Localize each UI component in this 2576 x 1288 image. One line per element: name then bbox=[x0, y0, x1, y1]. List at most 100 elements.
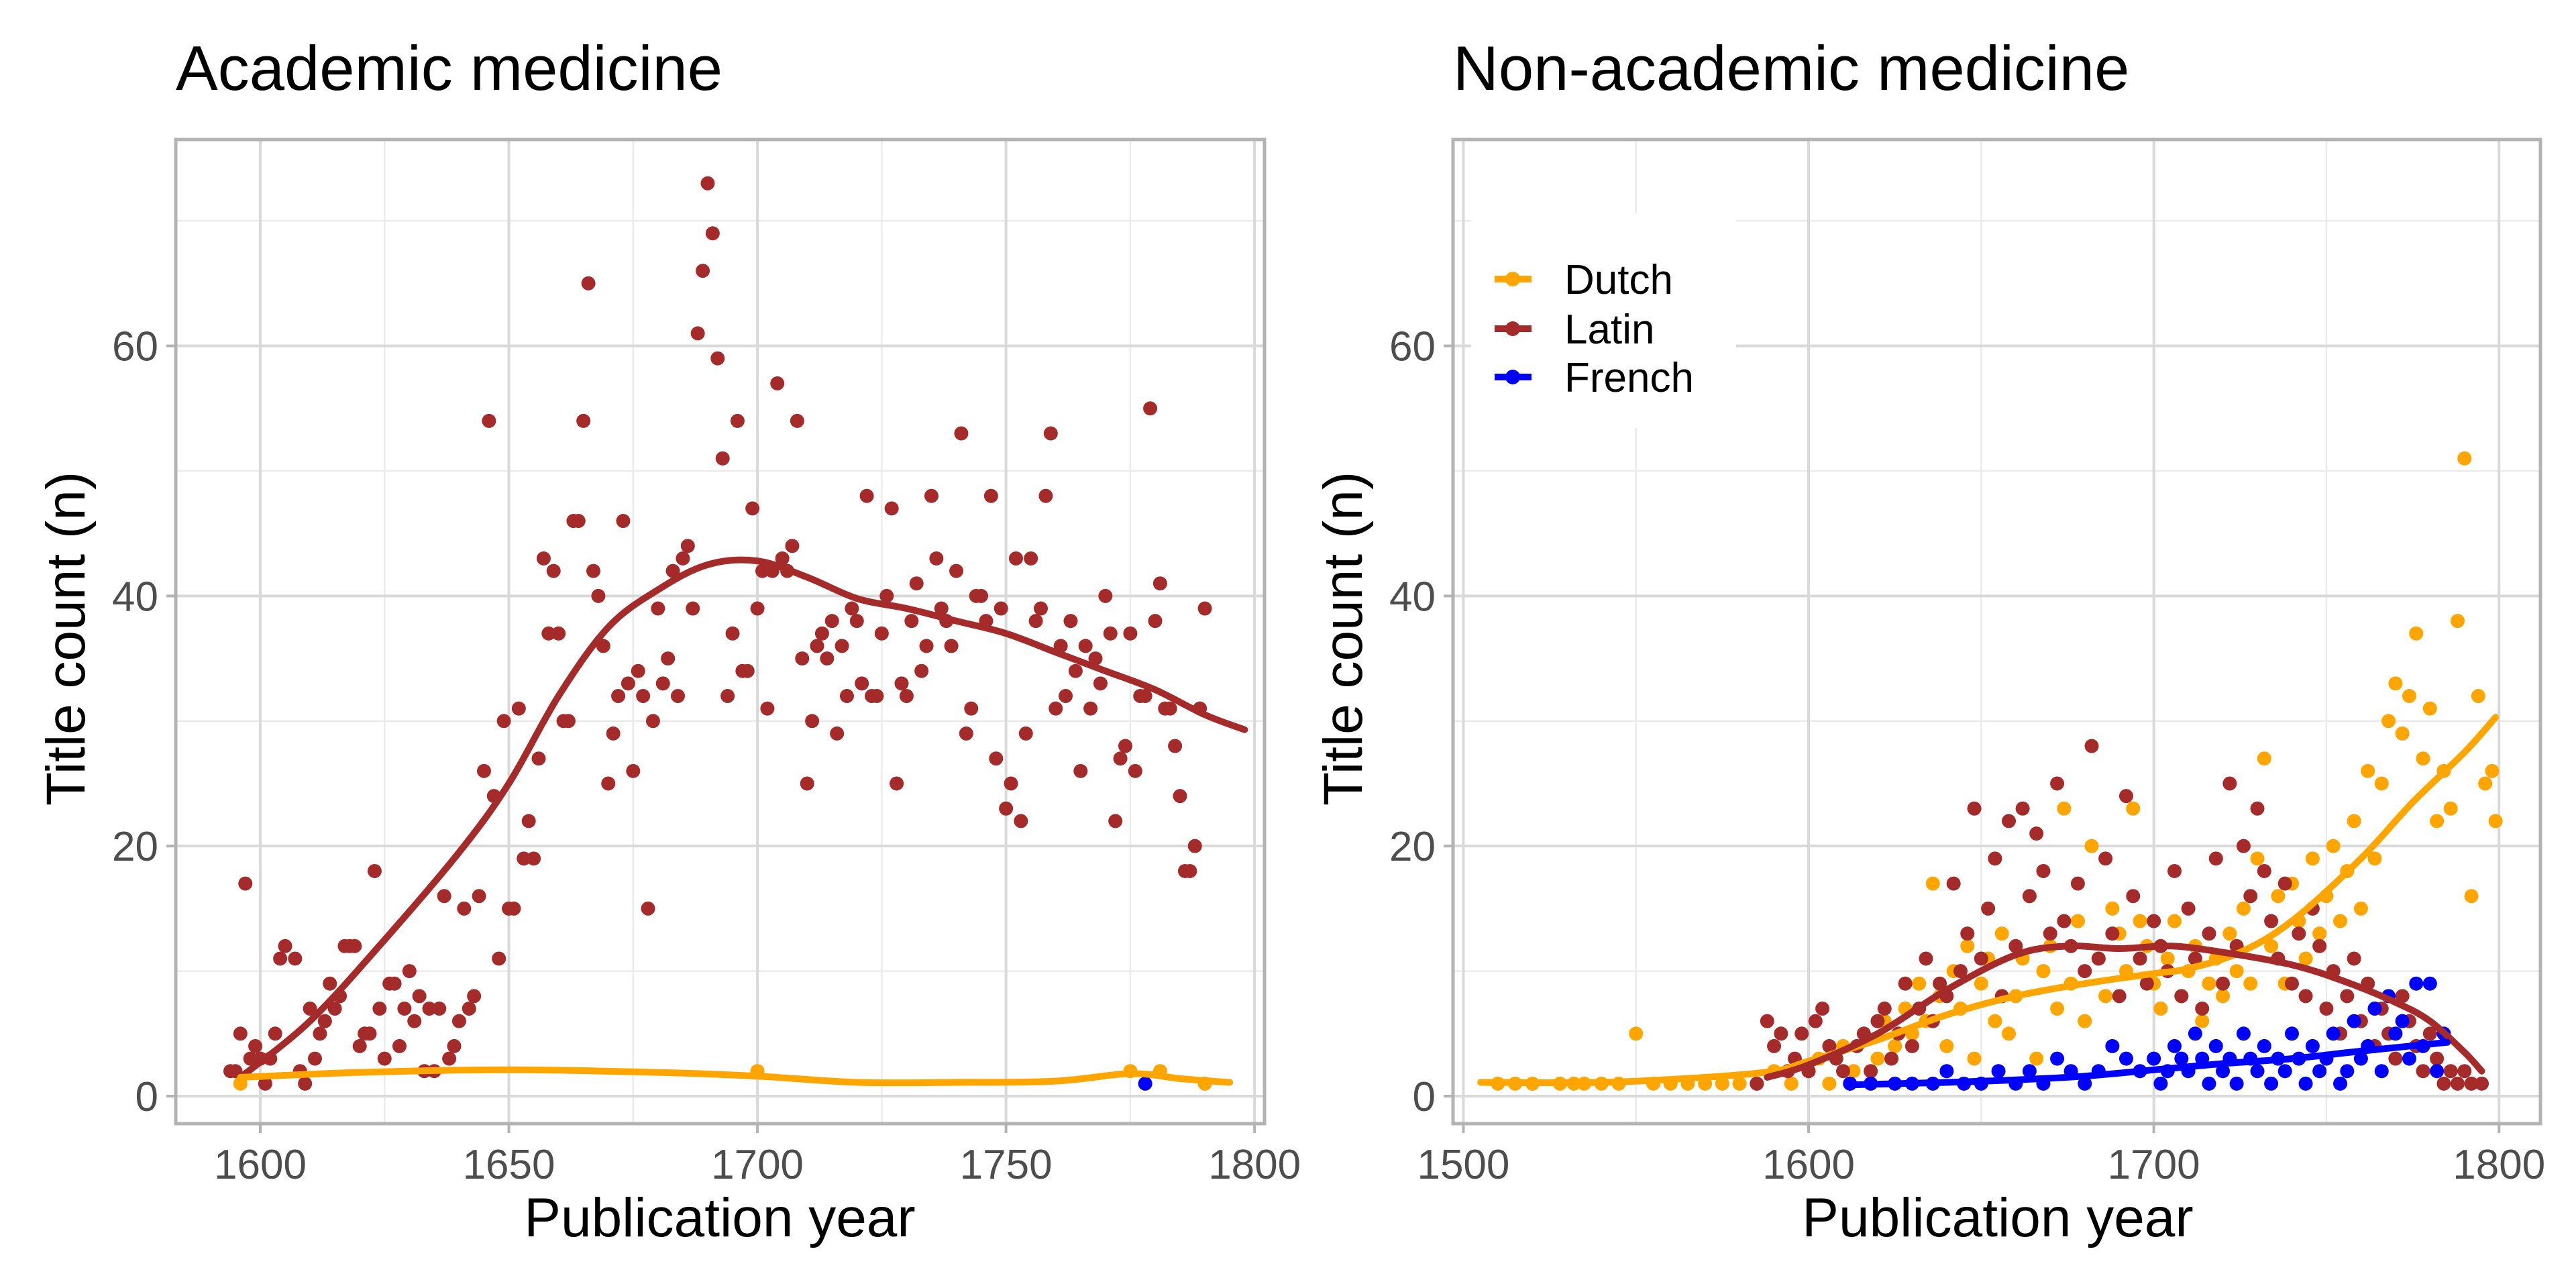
data-point-latin bbox=[750, 601, 765, 616]
data-point-dutch bbox=[1629, 1026, 1644, 1041]
data-point-latin bbox=[755, 564, 769, 578]
data-point-latin bbox=[2098, 851, 2113, 866]
y-tick-label: 60 bbox=[1389, 324, 1436, 370]
data-point-french bbox=[2216, 1064, 2231, 1079]
data-point-latin bbox=[661, 651, 676, 666]
data-point-latin bbox=[2195, 1002, 2210, 1016]
data-point-dutch bbox=[2450, 614, 2465, 629]
data-point-latin bbox=[402, 964, 417, 979]
smooth-line-latin bbox=[237, 556, 1248, 1081]
data-point-dutch bbox=[1846, 1064, 1861, 1079]
data-point-latin bbox=[2147, 914, 2161, 928]
x-tick-label: 1600 bbox=[214, 1142, 307, 1188]
ticks-non-academic: 1500 1600 1700 1800 0 20 40 60 bbox=[1389, 324, 2545, 1188]
data-point-latin bbox=[2036, 863, 2051, 878]
data-point-latin bbox=[531, 751, 546, 766]
data-point-dutch bbox=[2050, 1002, 2065, 1016]
data-point-latin bbox=[904, 614, 919, 629]
data-point-french bbox=[2229, 1076, 2244, 1091]
smooth-lines-academic bbox=[237, 556, 1248, 1087]
legend-label-dutch: Dutch bbox=[1564, 257, 1673, 303]
data-point-latin bbox=[1063, 614, 1078, 629]
data-point-french bbox=[2118, 1051, 2133, 1066]
data-point-latin bbox=[2347, 951, 2361, 966]
data-point-latin bbox=[2216, 976, 2231, 991]
data-point-dutch bbox=[2029, 1051, 2044, 1066]
data-point-latin bbox=[2388, 1051, 2403, 1066]
data-point-latin bbox=[2298, 989, 2313, 1004]
data-point-latin bbox=[1152, 576, 1167, 591]
data-point-latin bbox=[2430, 1051, 2445, 1066]
data-point-dutch bbox=[2002, 1026, 2017, 1041]
data-point-latin bbox=[317, 1014, 332, 1028]
data-point-latin bbox=[1898, 976, 1913, 991]
data-point-latin bbox=[869, 688, 884, 703]
legend-background bbox=[1471, 213, 1736, 428]
data-point-dutch bbox=[1732, 1076, 1747, 1091]
data-point-dutch bbox=[1870, 1051, 1885, 1066]
data-point-dutch bbox=[1784, 1076, 1799, 1091]
data-point-latin bbox=[631, 663, 645, 678]
data-point-dutch bbox=[2250, 851, 2265, 866]
data-point-dutch bbox=[2078, 1014, 2092, 1028]
data-point-latin bbox=[641, 901, 655, 916]
data-point-latin bbox=[929, 551, 944, 566]
data-point-latin bbox=[2015, 801, 2030, 816]
data-point-latin bbox=[2340, 989, 2355, 1004]
data-point-french bbox=[2208, 1038, 2223, 1053]
data-point-dutch bbox=[2485, 763, 2500, 778]
data-point-latin bbox=[1103, 626, 1118, 641]
data-point-latin bbox=[2057, 914, 2072, 928]
data-point-latin bbox=[432, 1002, 447, 1016]
data-point-dutch bbox=[2422, 701, 2437, 716]
data-point-french bbox=[2312, 1064, 2327, 1079]
data-point-dutch bbox=[2126, 801, 2141, 816]
y-tick-label: 0 bbox=[1413, 1074, 1436, 1120]
data-point-latin bbox=[1822, 1038, 1837, 1053]
data-point-dutch bbox=[2153, 1002, 2168, 1016]
data-point-latin bbox=[994, 601, 1008, 616]
data-point-dutch bbox=[2216, 989, 2231, 1004]
x-tick-label: 1800 bbox=[1208, 1142, 1301, 1188]
data-point-dutch bbox=[2070, 914, 2085, 928]
data-point-latin bbox=[2022, 889, 2037, 904]
data-point-latin bbox=[1138, 688, 1152, 703]
data-point-french bbox=[2430, 1064, 2445, 1079]
data-point-dutch bbox=[1967, 1051, 1982, 1066]
data-point-latin bbox=[1098, 588, 1113, 603]
data-point-latin bbox=[467, 989, 482, 1004]
panel-border-non-academic bbox=[1451, 138, 2542, 1126]
data-point-latin bbox=[2126, 889, 2141, 904]
data-point-latin bbox=[1836, 1064, 1851, 1079]
data-point-latin bbox=[680, 539, 695, 553]
data-point-latin bbox=[561, 714, 576, 729]
data-point-latin bbox=[1904, 1038, 1919, 1053]
data-point-latin bbox=[2139, 976, 2154, 991]
data-point-latin bbox=[511, 701, 526, 716]
data-point-latin bbox=[372, 1002, 387, 1016]
data-point-latin bbox=[2043, 926, 2057, 941]
data-point-latin bbox=[1014, 814, 1028, 828]
data-point-dutch bbox=[2195, 1014, 2210, 1028]
data-point-french bbox=[2078, 1076, 2092, 1091]
data-point-latin bbox=[1168, 739, 1183, 753]
data-point-latin bbox=[2222, 776, 2237, 791]
data-point-french bbox=[2153, 1076, 2168, 1091]
data-point-latin bbox=[2416, 1064, 2430, 1079]
data-point-latin bbox=[710, 351, 725, 366]
data-point-latin bbox=[586, 564, 601, 578]
data-point-dutch bbox=[2347, 814, 2361, 828]
x-axis-title-non-academic: Publication year bbox=[1802, 1187, 2193, 1248]
data-point-dutch bbox=[2057, 801, 2072, 816]
data-point-latin bbox=[959, 726, 973, 741]
data-point-latin bbox=[606, 726, 621, 741]
data-point-latin bbox=[233, 1026, 248, 1041]
data-point-latin bbox=[1197, 601, 1212, 616]
data-point-french bbox=[1991, 1064, 2006, 1079]
data-point-latin bbox=[472, 889, 486, 904]
data-point-latin bbox=[1946, 876, 1961, 891]
data-point-french bbox=[2395, 1014, 2410, 1028]
grid-academic bbox=[176, 140, 1265, 1124]
data-point-latin bbox=[1808, 1014, 1823, 1028]
data-point-dutch bbox=[2353, 901, 2368, 916]
